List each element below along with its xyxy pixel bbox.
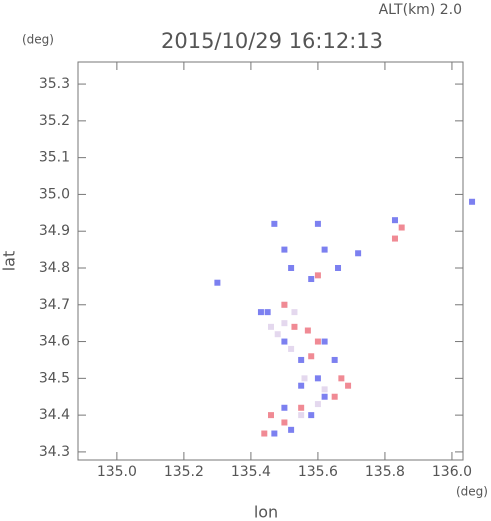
y-tick-label: 34.6 bbox=[39, 334, 70, 350]
radar-echo bbox=[288, 264, 295, 271]
radar-echo bbox=[281, 404, 288, 411]
y-tick-label: 35.1 bbox=[39, 150, 70, 166]
radar-echo bbox=[281, 338, 288, 345]
radar-echo bbox=[274, 331, 281, 338]
y-unit: (deg) bbox=[22, 33, 54, 47]
plot-frame bbox=[77, 61, 464, 461]
radar-echo bbox=[264, 309, 271, 316]
radar-echo bbox=[261, 430, 268, 437]
y-tick-label: 35.2 bbox=[39, 113, 70, 129]
radar-echo bbox=[304, 327, 311, 334]
y-tick-label: 34.8 bbox=[39, 260, 70, 276]
radar-echo bbox=[298, 412, 305, 419]
y-tick-label: 34.4 bbox=[39, 407, 70, 423]
radar-echo bbox=[257, 309, 264, 316]
radar-echo bbox=[298, 356, 305, 363]
y-tick-label: 35.3 bbox=[39, 76, 70, 92]
x-tick-label: 136.0 bbox=[432, 464, 472, 480]
radar-echo bbox=[268, 323, 275, 330]
radar-echo bbox=[391, 217, 398, 224]
radar-echo bbox=[391, 235, 398, 242]
radar-echo bbox=[321, 338, 328, 345]
radar-echo bbox=[308, 276, 315, 283]
radar-echo bbox=[331, 356, 338, 363]
radar-echo bbox=[214, 279, 221, 286]
y-tick-label: 34.7 bbox=[39, 297, 70, 313]
radar-echo bbox=[314, 401, 321, 408]
chart-title: 2015/10/29 16:12:13 bbox=[161, 29, 383, 53]
radar-echo bbox=[301, 375, 308, 382]
radar-echo bbox=[281, 419, 288, 426]
x-tick-label: 135.6 bbox=[298, 464, 338, 480]
y-tick-label: 35.0 bbox=[39, 186, 70, 202]
radar-echo bbox=[291, 309, 298, 316]
radar-echo bbox=[469, 198, 476, 205]
radar-echo bbox=[314, 272, 321, 279]
y-axis-label: lat bbox=[0, 251, 19, 272]
radar-echo bbox=[291, 323, 298, 330]
radar-echo bbox=[308, 353, 315, 360]
radar-echo bbox=[321, 246, 328, 253]
radar-echo bbox=[281, 301, 288, 308]
y-tick-label: 34.3 bbox=[39, 444, 70, 460]
radar-echo bbox=[321, 386, 328, 393]
radar-echo bbox=[355, 250, 362, 257]
radar-echo bbox=[308, 412, 315, 419]
radar-echo bbox=[335, 264, 342, 271]
radar-echo bbox=[314, 220, 321, 227]
radar-echo bbox=[271, 220, 278, 227]
radar-echo bbox=[331, 393, 338, 400]
y-tick-label: 34.9 bbox=[39, 223, 70, 239]
x-axis-label: lon bbox=[254, 503, 278, 521]
radar-echo bbox=[288, 426, 295, 433]
x-tick-label: 135.2 bbox=[164, 464, 204, 480]
radar-echo bbox=[398, 224, 405, 231]
x-tick-label: 135.4 bbox=[231, 464, 271, 480]
x-tick-label: 135.0 bbox=[97, 464, 137, 480]
radar-echo bbox=[338, 375, 345, 382]
radar-echo bbox=[314, 375, 321, 382]
radar-echo bbox=[298, 404, 305, 411]
radar-echo bbox=[314, 338, 321, 345]
subtitle: ALT(km) 2.0 bbox=[379, 2, 462, 18]
radar-echo bbox=[281, 320, 288, 327]
x-tick-label: 135.8 bbox=[365, 464, 405, 480]
radar-echo bbox=[345, 382, 352, 389]
radar-echo bbox=[271, 430, 278, 437]
radar-echo bbox=[298, 382, 305, 389]
radar-echo bbox=[281, 246, 288, 253]
radar-echo bbox=[268, 412, 275, 419]
radar-echo bbox=[288, 345, 295, 352]
x-unit: (deg) bbox=[456, 485, 488, 499]
y-tick-label: 34.5 bbox=[39, 370, 70, 386]
radar-echo bbox=[321, 393, 328, 400]
